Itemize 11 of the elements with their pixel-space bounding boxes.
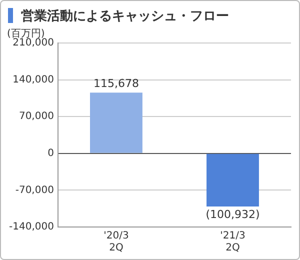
y-tick-label: -70,000 xyxy=(15,184,54,196)
y-tick-label: 210,000 xyxy=(12,38,54,49)
x-tick-label: '21/3 2Q xyxy=(220,230,246,254)
x-tick-label: '20/3 2Q xyxy=(104,230,129,254)
y-tick-label: 70,000 xyxy=(18,111,54,122)
y-tick-label: 140,000 xyxy=(12,74,54,86)
y-tick-label: 0 xyxy=(48,148,54,159)
y-tick-label: -140,000 xyxy=(8,222,54,233)
data-label: (100,932) xyxy=(206,208,260,221)
chart-title: 営業活動によるキャッシュ・フロー xyxy=(21,8,229,25)
data-label: 115,678 xyxy=(93,76,139,90)
